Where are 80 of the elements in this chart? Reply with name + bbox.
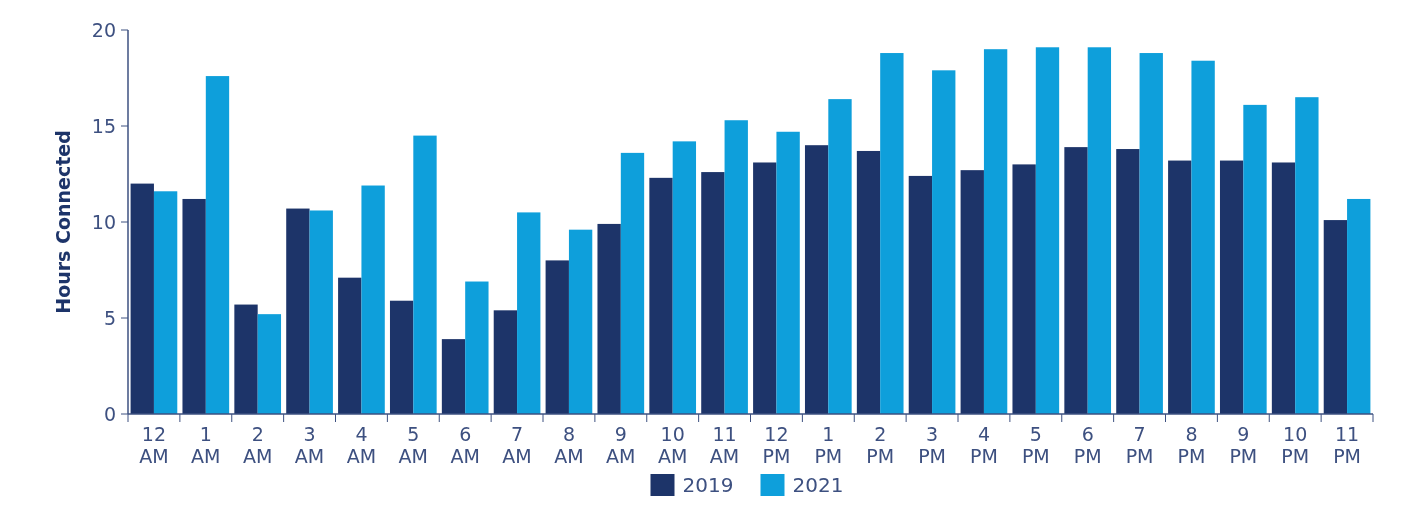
x-tick-label: 10 PM bbox=[1281, 422, 1310, 468]
y-tick-label: 10 bbox=[91, 210, 116, 233]
bar bbox=[1243, 104, 1267, 414]
bar bbox=[828, 99, 852, 414]
bar bbox=[413, 135, 437, 414]
bar bbox=[257, 314, 282, 414]
y-tick-label: 5 bbox=[103, 306, 116, 329]
x-tick-label: 10 AM bbox=[657, 422, 688, 468]
bar bbox=[130, 183, 154, 414]
bar bbox=[1323, 220, 1348, 414]
bar bbox=[361, 185, 385, 414]
x-tick-label: 5 PM bbox=[1021, 422, 1050, 468]
legend-label: 2019 bbox=[682, 473, 734, 497]
x-tick-label: 9 AM bbox=[606, 422, 636, 468]
bar bbox=[776, 131, 800, 414]
bar bbox=[932, 70, 956, 414]
bar bbox=[1219, 160, 1244, 414]
x-tick-label: 1 PM bbox=[814, 422, 843, 468]
bar bbox=[441, 339, 466, 414]
x-tick-label: 11 PM bbox=[1333, 422, 1361, 468]
x-tick-label: 7 PM bbox=[1125, 422, 1154, 468]
bar bbox=[649, 177, 673, 414]
bar bbox=[960, 170, 984, 414]
x-tick-label: 12 AM bbox=[139, 422, 169, 468]
x-tick-label: 11 AM bbox=[709, 422, 740, 468]
x-tick-label: 4 AM bbox=[346, 422, 377, 468]
x-tick-label: 5 AM bbox=[398, 422, 429, 468]
bar bbox=[597, 223, 621, 414]
bar bbox=[1295, 97, 1319, 414]
bar bbox=[701, 172, 725, 414]
x-tick-label: 6 AM bbox=[450, 422, 480, 468]
x-tick-label: 1 AM bbox=[191, 422, 221, 468]
bar bbox=[182, 198, 206, 414]
bar bbox=[153, 191, 178, 414]
bar bbox=[1012, 164, 1036, 414]
bar bbox=[1139, 53, 1163, 414]
bar bbox=[1191, 60, 1215, 414]
bar bbox=[545, 260, 569, 414]
bar bbox=[493, 310, 518, 414]
x-tick-label: 7 AM bbox=[502, 422, 532, 468]
bar bbox=[1168, 160, 1192, 414]
legend-label: 2021 bbox=[792, 473, 844, 497]
bar bbox=[568, 229, 593, 414]
x-tick-label: 4 PM bbox=[970, 422, 998, 468]
x-tick-label: 2 PM bbox=[866, 422, 895, 468]
x-tick-label: 8 AM bbox=[554, 422, 584, 468]
bar bbox=[1035, 47, 1060, 414]
x-tick-label: 12 PM bbox=[762, 422, 791, 468]
bar bbox=[724, 120, 748, 414]
y-tick-label: 20 bbox=[91, 18, 116, 41]
x-tick-label: 9 PM bbox=[1229, 422, 1258, 468]
bar bbox=[517, 212, 541, 414]
bar bbox=[672, 141, 697, 414]
x-tick-label: 3 PM bbox=[918, 422, 946, 468]
bar bbox=[983, 49, 1008, 414]
bar bbox=[908, 175, 933, 414]
bar bbox=[880, 53, 904, 414]
bar bbox=[465, 281, 489, 414]
bar bbox=[309, 210, 333, 414]
y-tick-label: 0 bbox=[103, 402, 116, 425]
bar bbox=[1116, 149, 1140, 414]
y-tick-label: 15 bbox=[91, 114, 116, 137]
x-tick-label: 6 PM bbox=[1073, 422, 1102, 468]
x-tick-label: 2 AM bbox=[242, 422, 273, 468]
y-axis-title: Hours Connected bbox=[52, 130, 74, 314]
bar bbox=[205, 76, 230, 414]
x-tick-label: 3 AM bbox=[294, 422, 325, 468]
bar bbox=[286, 208, 310, 414]
bar bbox=[1087, 47, 1112, 414]
bar bbox=[856, 150, 881, 414]
bar bbox=[1064, 147, 1088, 414]
bar bbox=[620, 152, 645, 414]
bar bbox=[389, 300, 414, 414]
x-tick-label: 8 PM bbox=[1177, 422, 1206, 468]
bar bbox=[1271, 162, 1296, 414]
bar bbox=[753, 162, 777, 414]
bar bbox=[804, 145, 829, 414]
bar bbox=[338, 277, 362, 414]
bar bbox=[1347, 198, 1371, 414]
bar bbox=[234, 304, 258, 414]
